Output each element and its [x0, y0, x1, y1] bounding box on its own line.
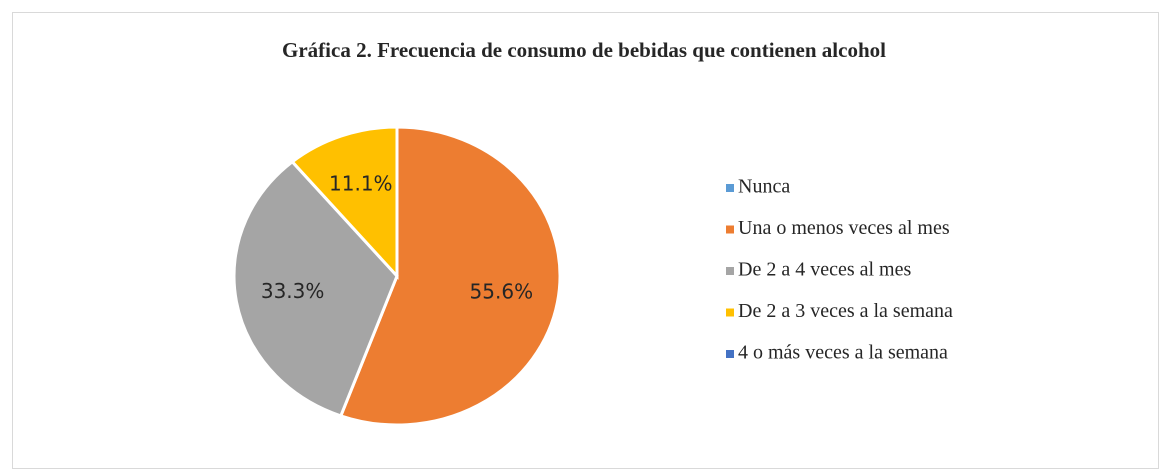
legend-label: Una o menos veces al mes — [738, 217, 950, 239]
pie-slice — [290, 125, 399, 280]
chart-title: Gráfica 2. Frecuencia de consumo de bebi… — [282, 38, 886, 62]
legend-swatch — [726, 267, 734, 275]
legend-swatch — [726, 308, 734, 317]
legend-label: De 2 a 4 veces al mes — [738, 259, 911, 281]
data-label: 33.3% — [261, 279, 325, 303]
legend-label: De 2 a 3 veces a la semana — [738, 300, 953, 322]
pie-slice — [338, 125, 562, 427]
legend-label: 4 o más veces a la semana — [738, 342, 948, 364]
legend-swatch — [726, 184, 734, 192]
data-label: 11.1% — [329, 171, 393, 195]
pie-slice — [232, 159, 399, 418]
legend-swatch — [726, 225, 734, 234]
legend-swatch — [726, 350, 734, 358]
data-label: 55.6% — [470, 279, 534, 303]
legend-label: Nunca — [738, 176, 790, 198]
chart-border — [12, 12, 1159, 469]
